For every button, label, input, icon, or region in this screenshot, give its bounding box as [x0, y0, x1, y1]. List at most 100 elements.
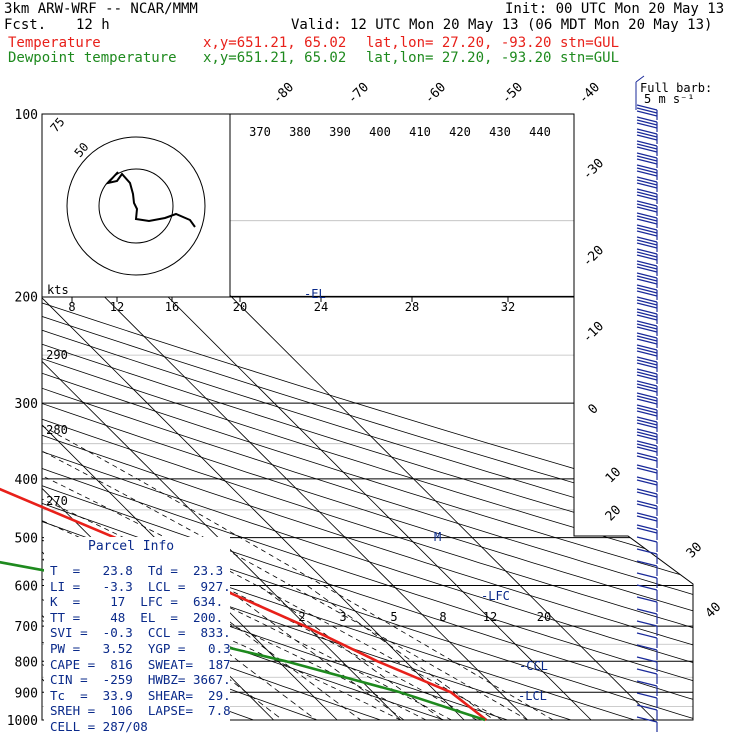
temperature-xy: x,y=651.21, 65.02 — [203, 35, 347, 51]
wind-barb — [636, 188, 658, 195]
wind-barb — [636, 155, 658, 162]
mixing-ratio-label: 8 — [439, 610, 446, 624]
wind-barb — [636, 212, 658, 219]
wind-barb — [636, 260, 658, 267]
theta-side-label: 270 — [46, 494, 68, 508]
dry-adiabat — [42, 114, 693, 720]
wind-barb — [636, 326, 658, 333]
isotherm-label: 30 — [684, 540, 706, 562]
wind-barb — [636, 479, 658, 486]
hodograph-ring — [66, 136, 206, 276]
isotherm — [42, 114, 465, 720]
wind-barb — [636, 290, 658, 297]
wind-barb — [636, 338, 658, 345]
wind-barb — [636, 434, 658, 441]
wind-barb — [636, 644, 658, 651]
level-annotation: -LCL — [518, 689, 547, 703]
parcel-row: K = 17 LFC = 634. — [50, 594, 224, 610]
wind-barb — [636, 359, 658, 366]
barb-legend-units: 5 m s⁻¹ — [644, 92, 695, 106]
wind-barb — [636, 227, 658, 234]
temperature-latlon: lat,lon= 27.20, -93.20 — [366, 35, 552, 51]
theta-side-label: 290 — [46, 348, 68, 362]
wind-barb — [636, 170, 658, 177]
wind-barb — [636, 116, 658, 123]
dry-adiabat — [42, 114, 693, 720]
wind-barb — [636, 164, 658, 171]
wind-barb — [636, 266, 658, 273]
wind-barb — [636, 386, 658, 393]
wind-barb — [636, 143, 658, 150]
wind-barb — [636, 560, 658, 567]
wind-barb — [636, 140, 658, 147]
dry-adiabat — [42, 114, 693, 720]
wind-barb — [636, 446, 658, 453]
wind-barb — [636, 122, 658, 129]
wind-barb — [636, 275, 658, 282]
wind-barb — [636, 200, 658, 207]
isotherm-label: -40 — [576, 80, 603, 107]
valid-time: Valid: 12 UTC Mon 20 May 13 (06 MDT Mon … — [291, 17, 713, 33]
isotherm — [42, 114, 528, 720]
pressure-label: 700 — [15, 620, 38, 635]
theta-label: 440 — [529, 125, 551, 139]
wind-barb — [636, 422, 658, 429]
dewpoint-latlon: lat,lon= 27.20, -93.20 — [366, 50, 552, 66]
moist-adiabat — [42, 296, 503, 720]
wind-barb — [636, 344, 658, 351]
theta-label: 430 — [489, 125, 511, 139]
wind-barb — [636, 395, 658, 402]
wind-barb — [636, 347, 658, 354]
wind-barb — [636, 374, 658, 381]
wind-barb — [636, 323, 658, 330]
wind-barb — [636, 632, 658, 639]
wind-barb — [636, 488, 658, 495]
wind-barb — [636, 176, 658, 183]
wind-barb — [636, 278, 658, 285]
dry-adiabat — [42, 114, 445, 720]
isotherm-label: -20 — [580, 243, 607, 270]
wind-barb — [636, 491, 658, 498]
dry-adiabat — [42, 114, 693, 720]
dewpoint-legend: Dewpoint temperature — [8, 50, 177, 66]
mixing-ratio-label: 5 — [390, 610, 397, 624]
wind-barb — [636, 362, 658, 369]
isotherm-label: -80 — [270, 80, 297, 107]
wind-barb — [636, 179, 658, 186]
parcel-row: PW = 3.52 YGP = 0.3 — [50, 641, 231, 656]
wind-barb — [636, 416, 658, 423]
wind-barb — [636, 680, 658, 687]
wind-barb — [636, 119, 658, 126]
parcel-row: TT = 48 EL = 200. — [50, 609, 224, 625]
moist-adiabat — [42, 296, 427, 720]
dewpoint-xy: x,y=651.21, 65.02 — [203, 50, 347, 66]
wind-barb — [636, 476, 658, 483]
wind-barb — [636, 320, 658, 327]
theta-side-label: 280 — [46, 423, 68, 437]
parcel-row: CIN = -259 HWBZ= 3667. — [50, 672, 231, 688]
dewpoint-profile — [0, 560, 486, 722]
wind-barb — [636, 350, 658, 357]
wind-barb — [636, 107, 658, 114]
wind-barb — [636, 443, 658, 450]
level-annotation: -CCL — [519, 659, 548, 673]
theta-label: 390 — [329, 125, 351, 139]
pressure-label: 900 — [15, 686, 38, 701]
isotherm — [42, 114, 401, 720]
wind-barb — [636, 158, 658, 165]
pressure-label: 200 — [15, 290, 38, 305]
wind-barb — [636, 152, 658, 159]
wind-barb — [636, 392, 658, 399]
dry-adiabat — [42, 114, 693, 720]
mixing-ratio-line — [221, 585, 405, 720]
wind-barb — [636, 452, 658, 459]
wind-barb — [636, 131, 658, 138]
wind-barb — [636, 263, 658, 270]
hodo-speed-label: 12 — [110, 300, 124, 314]
dry-adiabat — [42, 114, 693, 720]
theta-label: 410 — [409, 125, 431, 139]
theta-label: 370 — [249, 125, 271, 139]
temperature-legend: Temperature — [8, 35, 101, 51]
wind-barb — [636, 410, 658, 417]
